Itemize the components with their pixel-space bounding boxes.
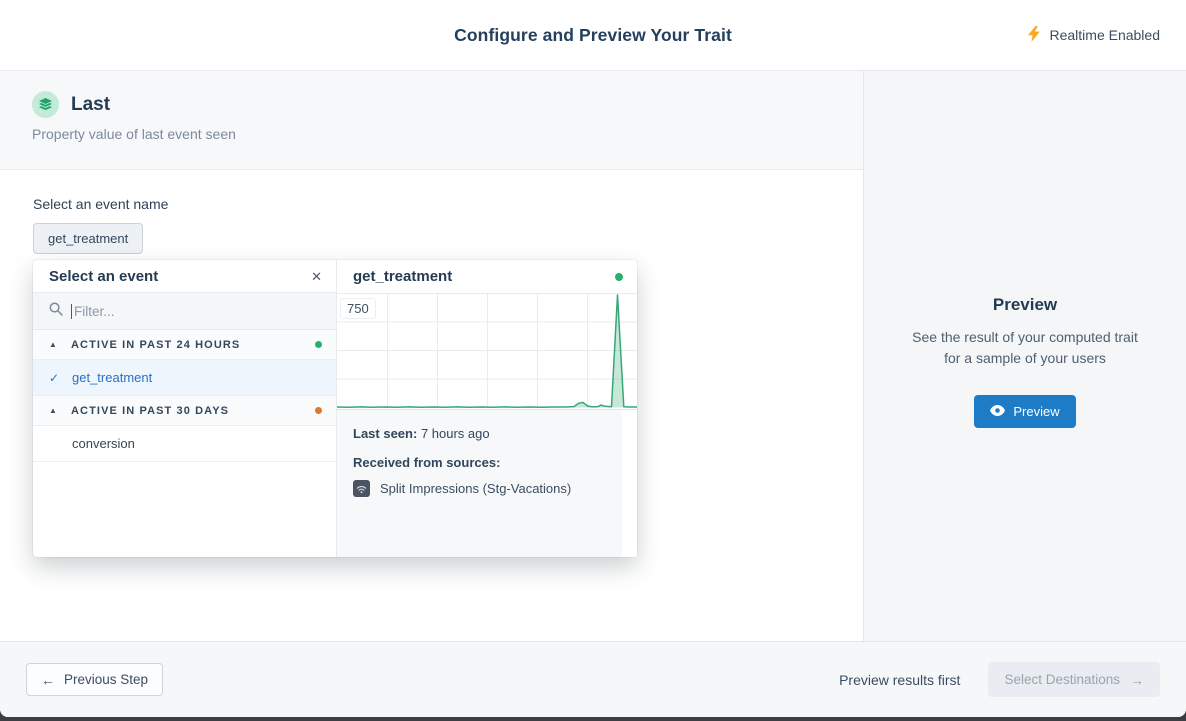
select-destinations-button[interactable]: Select Destinations → bbox=[988, 662, 1160, 697]
forward-arrow-icon: → bbox=[1130, 671, 1144, 688]
realtime-status: Realtime Enabled bbox=[1028, 0, 1160, 70]
search-icon bbox=[49, 302, 63, 321]
group-label: ACTIVE IN PAST 30 DAYS bbox=[71, 404, 230, 417]
trait-name: Last bbox=[71, 93, 111, 115]
preview-button[interactable]: Preview bbox=[974, 395, 1076, 428]
active-status-dot bbox=[315, 341, 322, 348]
event-detail-title: get_treatment bbox=[353, 268, 453, 285]
selected-event-chip[interactable]: get_treatment bbox=[33, 223, 144, 254]
event-item-conversion[interactable]: conversion bbox=[33, 426, 336, 462]
layers-icon bbox=[32, 91, 59, 118]
trait-description: Property value of last event seen bbox=[32, 126, 236, 142]
check-icon: ✓ bbox=[49, 370, 60, 385]
lightning-icon bbox=[1028, 25, 1041, 45]
event-item-label: get_treatment bbox=[72, 370, 153, 385]
eye-icon bbox=[990, 404, 1006, 419]
last-seen-value: 7 hours ago bbox=[420, 426, 490, 441]
event-filter[interactable] bbox=[33, 293, 336, 330]
close-icon[interactable]: ✕ bbox=[311, 268, 322, 284]
trait-summary: Last Property value of last event seen bbox=[0, 71, 863, 170]
preview-sidebar: Preview See the result of your computed … bbox=[864, 71, 1186, 641]
collapse-caret-icon[interactable]: ▲ bbox=[49, 406, 57, 415]
main-panel: Last Property value of last event seen S… bbox=[0, 71, 864, 641]
event-detail-panel: get_treatment 750 bbox=[336, 260, 637, 557]
filter-input[interactable] bbox=[74, 303, 320, 319]
collapse-caret-icon[interactable]: ▲ bbox=[49, 340, 57, 349]
text-caret bbox=[71, 303, 72, 319]
chart-line bbox=[336, 294, 637, 408]
trait-config-area: Select an event name get_treatment Selec… bbox=[0, 170, 863, 641]
event-list-panel: Select an event ✕ bbox=[33, 260, 337, 557]
sources-label: Received from sources: bbox=[353, 455, 501, 470]
last-seen-label: Last seen: bbox=[353, 426, 418, 441]
footer-bar: ← Previous Step Preview results first Se… bbox=[0, 641, 1186, 717]
popup-title: Select an event bbox=[49, 267, 159, 285]
realtime-label: Realtime Enabled bbox=[1049, 27, 1160, 43]
active-status-dot bbox=[315, 407, 322, 414]
event-group-24h[interactable]: ▲ ACTIVE IN PAST 24 HOURS bbox=[33, 330, 336, 360]
event-item-get-treatment[interactable]: ✓ get_treatment bbox=[33, 360, 336, 396]
group-label: ACTIVE IN PAST 24 HOURS bbox=[71, 338, 241, 351]
source-name: Split Impressions (Stg-Vacations) bbox=[380, 481, 572, 496]
scrollbar-gutter bbox=[622, 410, 637, 557]
event-volume-chart: 750 bbox=[336, 293, 637, 409]
previous-step-label: Previous Step bbox=[64, 672, 149, 687]
source-row: Split Impressions (Stg-Vacations) bbox=[353, 480, 621, 497]
page-header: Configure and Preview Your Trait Realtim… bbox=[0, 0, 1186, 71]
previous-step-button[interactable]: ← Previous Step bbox=[26, 663, 164, 696]
event-group-30d[interactable]: ▲ ACTIVE IN PAST 30 DAYS bbox=[33, 396, 336, 426]
event-item-label: conversion bbox=[72, 436, 135, 451]
back-arrow-icon: ← bbox=[41, 671, 55, 688]
event-status-dot bbox=[615, 272, 623, 281]
preview-description: See the result of your computed trait fo… bbox=[912, 329, 1138, 366]
preview-title: Preview bbox=[992, 295, 1058, 314]
y-axis-max-label: 750 bbox=[340, 298, 376, 319]
footer-hint: Preview results first bbox=[839, 671, 961, 688]
event-name-label: Select an event name bbox=[33, 196, 169, 212]
last-seen-row: Last seen: 7 hours ago bbox=[353, 426, 621, 441]
preview-button-label: Preview bbox=[1013, 404, 1060, 419]
source-wifi-icon bbox=[353, 480, 370, 497]
select-destinations-label: Select Destinations bbox=[1004, 672, 1120, 687]
event-meta: Last seen: 7 hours ago Received from sou… bbox=[337, 409, 637, 557]
event-picker-popup: Select an event ✕ bbox=[33, 260, 637, 557]
page-title: Configure and Preview Your Trait bbox=[454, 24, 732, 45]
